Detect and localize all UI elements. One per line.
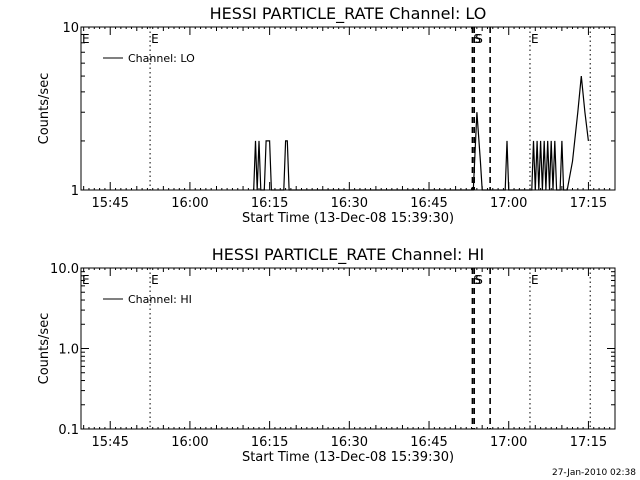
x-axis-label: Start Time (13-Dec-08 15:39:30) [242, 211, 454, 226]
event-marker-label: E [531, 273, 539, 287]
event-edge-label: E [82, 32, 90, 46]
x-tick-label: 16:45 [410, 435, 447, 450]
y-axis-label: Counts/sec [37, 73, 52, 145]
x-tick-label: 16:15 [251, 196, 288, 211]
event-marker-label: S [475, 32, 483, 46]
y-tick-label: 1.0 [58, 343, 79, 358]
footer-timestamp: 27-Jan-2010 02:38 [552, 468, 636, 478]
event-marker-label: S [473, 273, 481, 287]
event-marker-label: E [151, 32, 159, 46]
x-tick-label: 15:45 [91, 196, 128, 211]
chart-title: HESSI PARTICLE_RATE Channel: LO [210, 4, 487, 24]
x-axis-label: Start Time (13-Dec-08 15:39:30) [242, 450, 454, 465]
x-tick-label: 17:00 [490, 196, 527, 211]
event-marker-label: S [473, 32, 481, 46]
event-marker-label: E [531, 32, 539, 46]
legend-label: Channel: LO [128, 52, 195, 65]
event-marker-label: S [475, 273, 483, 287]
y-tick-label: 10 [62, 21, 79, 36]
x-tick-label: 16:30 [331, 435, 368, 450]
x-tick-label: 17:15 [570, 435, 607, 450]
y-axis-label: Counts/sec [37, 313, 52, 385]
chart-title: HESSI PARTICLE_RATE Channel: HI [212, 245, 485, 265]
x-tick-label: 15:45 [91, 435, 128, 450]
x-tick-label: 16:00 [171, 196, 208, 211]
x-tick-label: 17:00 [490, 435, 527, 450]
y-tick-label: 0.1 [58, 423, 79, 438]
legend-label: Channel: HI [128, 293, 192, 306]
x-tick-label: 16:15 [251, 435, 288, 450]
event-edge-label: E [82, 273, 90, 287]
x-tick-label: 16:00 [171, 435, 208, 450]
event-marker-label: E [151, 273, 159, 287]
x-tick-label: 16:30 [331, 196, 368, 211]
series-line [253, 76, 589, 191]
x-tick-label: 17:15 [570, 196, 607, 211]
y-tick-label: 10.0 [50, 262, 79, 277]
y-tick-label: 1 [71, 184, 79, 199]
x-tick-label: 16:45 [410, 196, 447, 211]
